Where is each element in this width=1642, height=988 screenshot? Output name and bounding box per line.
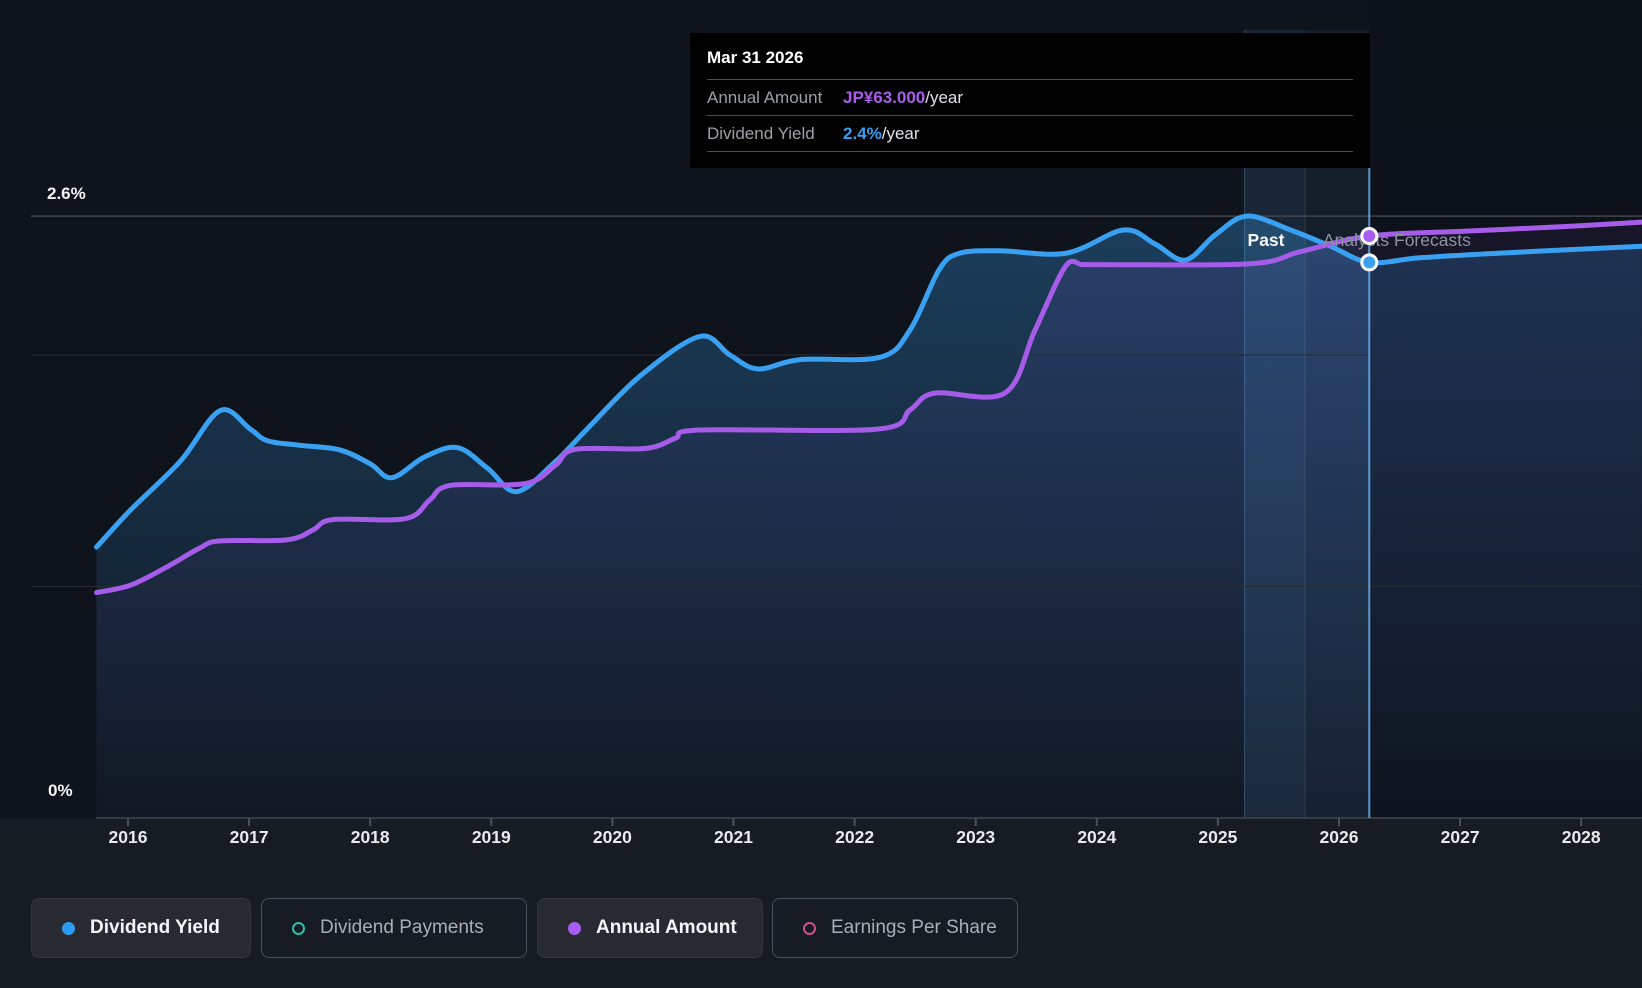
y-axis-label-zero: 0%: [48, 781, 73, 800]
legend-label: Earnings Per Share: [831, 917, 997, 938]
annual-amount-area: [96, 222, 1642, 819]
earnings-per-share-ring-icon: [803, 921, 816, 935]
x-axis-year-label: 2017: [230, 827, 269, 847]
x-axis-year-label: 2028: [1562, 827, 1601, 847]
tooltip-row-value: JP¥63.000: [843, 87, 926, 107]
legend-earnings-per-share-button[interactable]: Earnings Per Share: [772, 898, 1018, 958]
tooltip-date: Mar 31 2026: [707, 33, 1353, 80]
annual-amount-dot-icon: [568, 921, 581, 935]
tooltip-row-suffix: /year: [881, 123, 920, 143]
tooltip-row-suffix: /year: [925, 87, 964, 107]
tooltip-row-annual-amount: Annual Amount JP¥63.000 /year: [707, 80, 1353, 116]
analysts-forecasts-label: Analysts Forecasts: [1323, 230, 1471, 250]
x-axis-year-label: 2016: [109, 827, 148, 847]
x-axis-year-label: 2021: [714, 827, 753, 847]
x-axis-year-label: 2026: [1320, 827, 1359, 847]
tooltip-row-value: 2.4%: [843, 123, 882, 143]
dividend-payments-ring-icon: [292, 921, 305, 935]
past-label: Past: [1247, 230, 1285, 250]
dividend-yield-line: [94, 213, 1642, 550]
x-axis-year-label: 2027: [1441, 827, 1480, 847]
legend-dividend-yield-button[interactable]: Dividend Yield: [31, 898, 251, 958]
dividend-yield-dot-icon: [62, 921, 75, 935]
y-axis-label-max: 2.6%: [47, 184, 86, 203]
x-axis-year-label: 2019: [472, 827, 511, 847]
x-axis-year-label: 2025: [1198, 827, 1237, 847]
legend-label: Dividend Payments: [320, 917, 484, 938]
chart-tooltip: Mar 31 2026 Annual Amount JP¥63.000 /yea…: [690, 33, 1370, 168]
tooltip-row-label: Dividend Yield: [707, 123, 815, 143]
x-axis-year-label: 2023: [956, 827, 995, 847]
legend-dividend-payments-button[interactable]: Dividend Payments: [261, 898, 527, 958]
legend-label: Dividend Yield: [90, 917, 220, 938]
x-axis-year-label: 2024: [1077, 827, 1116, 847]
legend-label: Annual Amount: [596, 917, 737, 938]
x-axis-year-label: 2022: [835, 827, 874, 847]
legend-annual-amount-button[interactable]: Annual Amount: [537, 898, 763, 958]
tooltip-row-label: Annual Amount: [707, 87, 823, 107]
tooltip-row-dividend-yield: Dividend Yield 2.4% /year: [707, 116, 1353, 152]
x-axis-year-label: 2018: [351, 827, 390, 847]
x-axis-year-label: 2020: [593, 827, 632, 847]
annual-amount-line: [94, 219, 1642, 596]
forecast-region-overlay: [1369, 0, 1642, 818]
